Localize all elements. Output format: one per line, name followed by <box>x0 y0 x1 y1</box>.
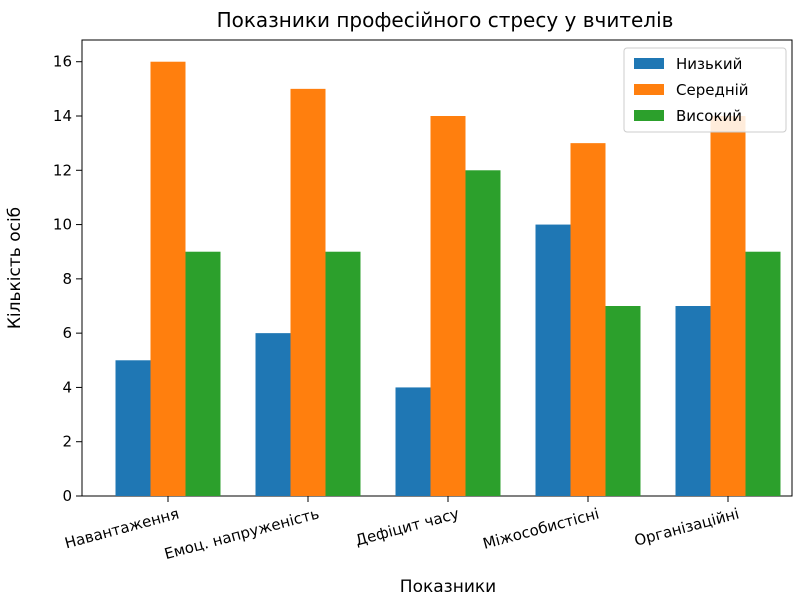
y-tick-label: 4 <box>62 378 72 396</box>
bar-Середній-Організаційні <box>710 116 746 496</box>
x-tick-label: Дефіцит часу <box>353 504 461 549</box>
x-tick-label: Міжособистісні <box>481 504 601 552</box>
y-tick-label: 16 <box>53 53 72 71</box>
y-tick-label: 10 <box>53 216 72 234</box>
legend-swatch <box>634 58 664 69</box>
bar-Низький-Організаційні <box>675 306 711 496</box>
x-tick-label: Емоц. напруженість <box>162 504 321 563</box>
chart-title: Показники професійного стресу у вчителів <box>217 8 674 32</box>
y-tick-label: 12 <box>53 161 72 179</box>
legend-swatch <box>634 110 664 121</box>
bar-Високий-Міжособистісні <box>605 306 641 496</box>
bar-Низький-Емоц. напруженість <box>255 333 291 496</box>
legend: Низький Середній Високий <box>623 47 787 133</box>
bar-Низький-Міжособистісні <box>535 224 571 497</box>
y-tick-label: 6 <box>62 324 72 342</box>
y-tick-label: 8 <box>62 270 72 288</box>
bar-Середній-Міжособистісні <box>570 143 606 496</box>
y-tick-label: 2 <box>62 433 72 451</box>
legend-label: Високий <box>676 107 742 125</box>
bar-Середній-Емоц. напруженість <box>290 88 326 496</box>
legend-label: Середній <box>676 81 749 99</box>
y-axis-ticks: 0 2 4 6 8 10 12 14 16 <box>53 53 82 505</box>
y-axis-label: Кількість осіб <box>5 207 25 329</box>
bar-Середній-Навантаження <box>150 61 186 496</box>
bar-Високий-Емоц. напруженість <box>325 251 361 496</box>
bar-Високий-Організаційні <box>745 251 781 496</box>
y-tick-label: 14 <box>53 107 72 125</box>
bar-Високий-Навантаження <box>185 251 221 496</box>
bar-Високий-Дефіцит часу <box>465 170 501 497</box>
legend-swatch <box>634 84 664 95</box>
legend-label: Низький <box>676 55 742 73</box>
bar-Середній-Дефіцит часу <box>430 116 466 496</box>
bar-Низький-Навантаження <box>115 360 151 496</box>
y-tick-label: 0 <box>62 487 72 505</box>
x-tick-label: Організаційні <box>632 504 741 549</box>
bar-Низький-Дефіцит часу <box>395 387 431 496</box>
x-axis-label: Показники <box>400 577 496 596</box>
legend-box <box>623 47 787 133</box>
bars-group <box>115 61 781 497</box>
